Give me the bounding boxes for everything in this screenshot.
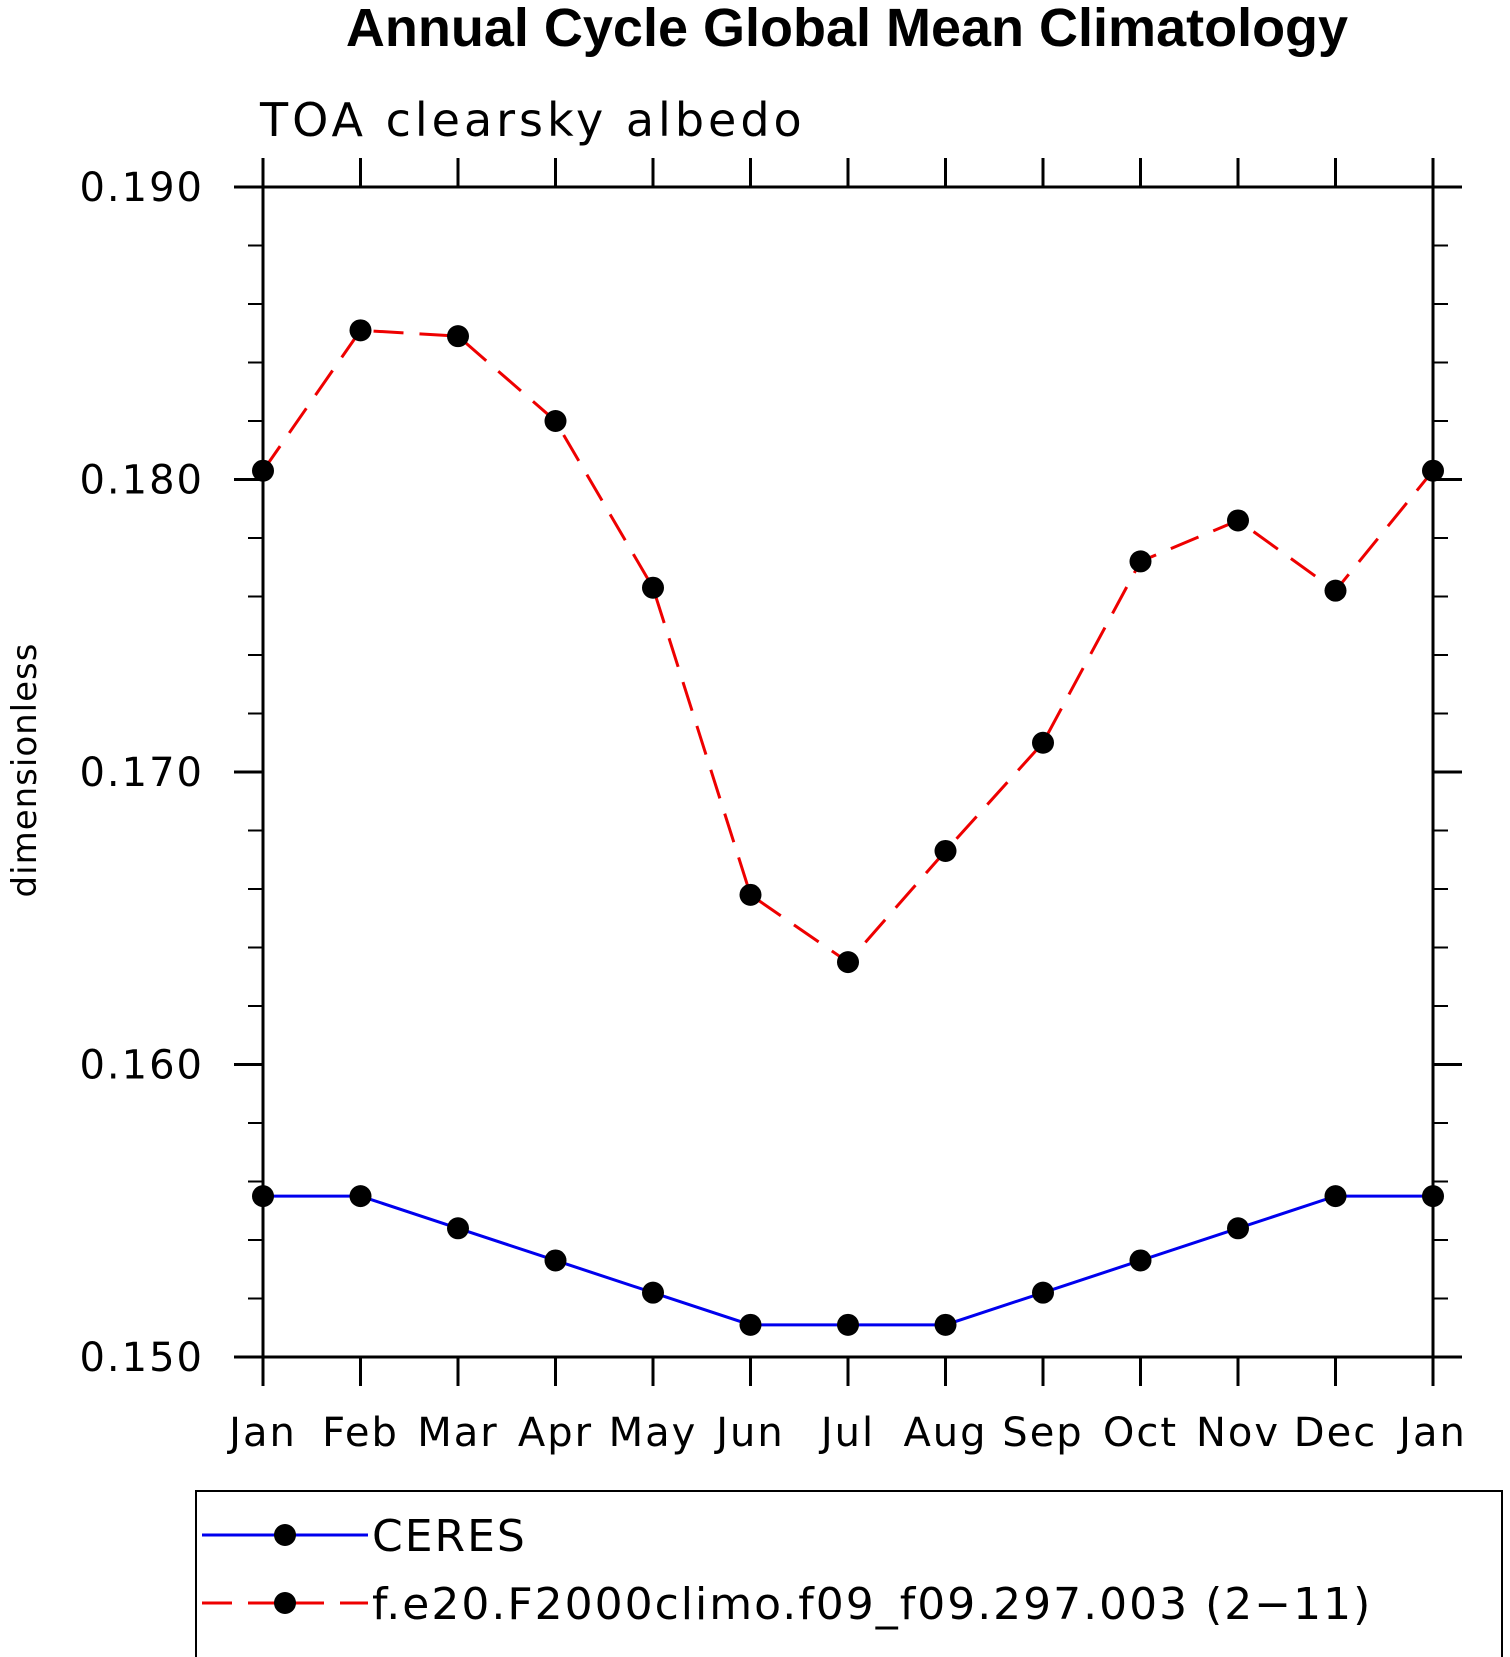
x-tick-label: May [609,1410,698,1456]
series-1-point [1129,550,1152,573]
series-layer [252,319,1444,1336]
series-1-point [739,883,762,906]
legend-box [195,1490,1503,1657]
y-tick-label: 0.190 [79,165,204,211]
series-0-point [934,1313,957,1336]
series-0-point [349,1185,372,1208]
series-1-point [1324,579,1347,602]
x-tick-label: Jun [713,1410,785,1456]
series-0-point [1129,1249,1152,1272]
series-line-1 [261,328,1435,965]
x-tick-label: Apr [518,1410,593,1456]
x-tick-label: Oct [1103,1410,1178,1456]
legend-label-ceres: CERES [372,1511,527,1562]
x-tick-label: Nov [1196,1410,1280,1456]
x-tick-label: Jan [1396,1410,1467,1456]
x-tick-label: Aug [903,1410,987,1456]
series-0-point [1227,1217,1249,1240]
series-1-point [642,576,664,599]
legend-marker-ceres [274,1524,296,1546]
y-axis-label: dimensionless [5,643,45,898]
ticks-layer [234,158,1462,1386]
y-tick-label: 0.170 [79,750,204,796]
series-1-point [544,410,567,432]
series-line-0 [263,1194,1433,1327]
series-1-point [934,839,957,862]
legend-marker-model [274,1592,296,1614]
chart-subtitle: TOA clearsky albedo [259,93,806,147]
y-tick-label: 0.180 [79,458,204,504]
x-tick-label: Jan [226,1410,297,1456]
series-1-point [1227,509,1249,532]
x-tick-label: Jul [818,1410,875,1456]
x-tick-label: Sep [1002,1410,1083,1456]
y-tick-label: 0.150 [79,1335,204,1381]
plot-frame [261,185,1435,1359]
series-0-point [642,1281,664,1304]
series-1-point [447,325,469,348]
x-tick-labels: Jan Feb Mar Apr May Jun Jul Aug Sep Oct Nov Dec Jan [226,1410,1467,1456]
series-0-point [447,1217,469,1240]
x-tick-label: Mar [417,1410,498,1456]
y-tick-labels: 0.150 0.160 0.170 0.180 0.190 [79,165,204,1381]
y-tick-label: 0.160 [79,1043,204,1089]
x-tick-label: Dec [1294,1410,1377,1456]
chart-title: Annual Cycle Global Mean Climatology [346,0,1348,58]
series-0-point [544,1249,567,1272]
legend-label-model: f.e20.F2000climo.f09_f09.297.003 (2−11) [372,1579,1372,1630]
x-tick-label: Feb [322,1410,399,1456]
series-1-point [1032,731,1054,754]
series-0-point [837,1313,859,1336]
series-0-point [1324,1185,1347,1208]
series-1-point [837,951,859,974]
series-1-point [349,319,372,342]
series-0-point [1032,1281,1054,1304]
series-0-point [739,1313,762,1336]
legend: CERES f.e20.F2000climo.f09_f09.297.003 (… [195,1490,1503,1657]
